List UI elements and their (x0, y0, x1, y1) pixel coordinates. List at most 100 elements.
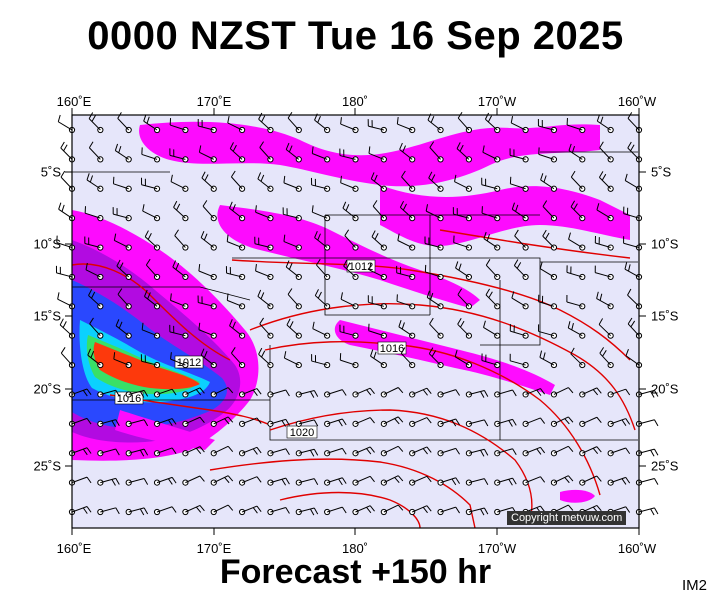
wind-barb (89, 317, 104, 339)
wind-barb (141, 147, 161, 163)
wind-barb (370, 349, 387, 369)
wind-barb (509, 148, 529, 163)
wind-barb (454, 174, 472, 192)
wind-barb (200, 231, 217, 251)
wind-barb (465, 478, 489, 486)
wind-barb (239, 388, 262, 398)
wind-barb (542, 229, 558, 251)
wind-barb (352, 505, 375, 516)
isobar-label: 1012 (349, 261, 373, 273)
rain-band-north (139, 121, 600, 187)
wind-barb (295, 419, 319, 427)
wind-barb (368, 262, 387, 281)
wind-barb (143, 114, 161, 134)
wind-barb (182, 504, 205, 516)
isobar-north-east (439, 229, 631, 259)
wind-barb (339, 324, 359, 339)
wind-barb (230, 347, 246, 369)
wind-barb (396, 294, 416, 310)
wind-barb (566, 118, 586, 134)
wind-barb (368, 323, 387, 339)
wind-barb (482, 145, 501, 163)
wind-barb (594, 235, 614, 251)
wind-barb (427, 113, 444, 134)
wind-barb (598, 171, 614, 192)
wind-barb (283, 351, 302, 369)
wind-barb (314, 289, 331, 310)
wind-barb (125, 448, 149, 457)
wind-barb (398, 320, 416, 339)
wind-barb (259, 317, 274, 339)
wind-barb (409, 387, 432, 398)
wind-barb (437, 447, 460, 457)
wind-barb (229, 142, 246, 163)
wind-barb (380, 475, 404, 486)
wind-barb (542, 200, 558, 222)
wind-barb (114, 143, 132, 163)
wind-barb (144, 289, 161, 310)
wind-barb (314, 231, 331, 251)
wind-barb (311, 354, 331, 369)
wind-barb (226, 293, 246, 310)
wind-barb (607, 388, 631, 398)
wind-barb (113, 233, 132, 251)
wind-barb (259, 141, 274, 163)
wind-barb (579, 387, 602, 398)
wind-barb (257, 289, 274, 310)
rain-cluster-west-red (93, 342, 200, 390)
wind-barb (59, 318, 76, 339)
wind-barb (142, 204, 161, 222)
wind-barb (343, 259, 359, 281)
forecast-time-title: 0000 NZST Tue 16 Sep 2025 (87, 14, 624, 58)
wind-barb (282, 207, 302, 222)
wind-barb (210, 504, 234, 516)
wind-barb (115, 319, 132, 339)
wind-barb (550, 445, 574, 457)
wind-barb (599, 347, 614, 369)
wind-barb (170, 293, 189, 310)
wind-barb (97, 419, 120, 427)
copyright-badge: Copyright metvuw.com (507, 511, 627, 525)
wind-barb (465, 507, 489, 516)
wind-barb (456, 142, 472, 163)
wind-barb (396, 265, 416, 281)
wind-barb (112, 176, 132, 192)
wind-barb (428, 347, 444, 369)
wind-barb (429, 317, 444, 339)
wind-barb (140, 354, 161, 369)
wind-barb (87, 348, 104, 369)
wind-barb (570, 170, 586, 192)
wind-barb (169, 118, 189, 134)
wind-barb (481, 177, 501, 192)
wind-barb (485, 259, 501, 281)
wind-barb (182, 416, 205, 427)
wind-barb (599, 141, 614, 163)
isobar-1020-b (209, 458, 476, 529)
wind-barb (295, 478, 319, 486)
lon-label-bottom: 160˚W (617, 541, 657, 556)
wind-barb (182, 475, 205, 486)
wind-barb (453, 235, 472, 251)
wind-barb (202, 200, 217, 222)
wind-barb (239, 417, 262, 427)
wind-barb (210, 475, 234, 486)
wind-barb (371, 230, 387, 251)
wind-barb (324, 477, 347, 486)
lat-label-left: 10˚S (33, 236, 61, 252)
wind-barb (539, 350, 558, 369)
isobar-1024 (279, 491, 421, 529)
lon-label-bottom: 170˚E (196, 541, 232, 556)
isobar-1016-b (264, 341, 601, 496)
lat-label-right: 20˚S (651, 381, 679, 397)
wind-barb (257, 172, 274, 192)
wind-barb (267, 448, 290, 457)
wind-barb (153, 388, 177, 398)
wind-barb (635, 419, 659, 427)
wind-barb (570, 200, 586, 222)
rain-band-central (217, 205, 481, 308)
wind-barb (169, 324, 189, 339)
lat-label-right: 10˚S (651, 236, 679, 252)
lon-label-top: 180˚ (341, 94, 369, 109)
lon-label-bottom: 170˚W (477, 541, 517, 556)
wind-barb (174, 229, 189, 251)
